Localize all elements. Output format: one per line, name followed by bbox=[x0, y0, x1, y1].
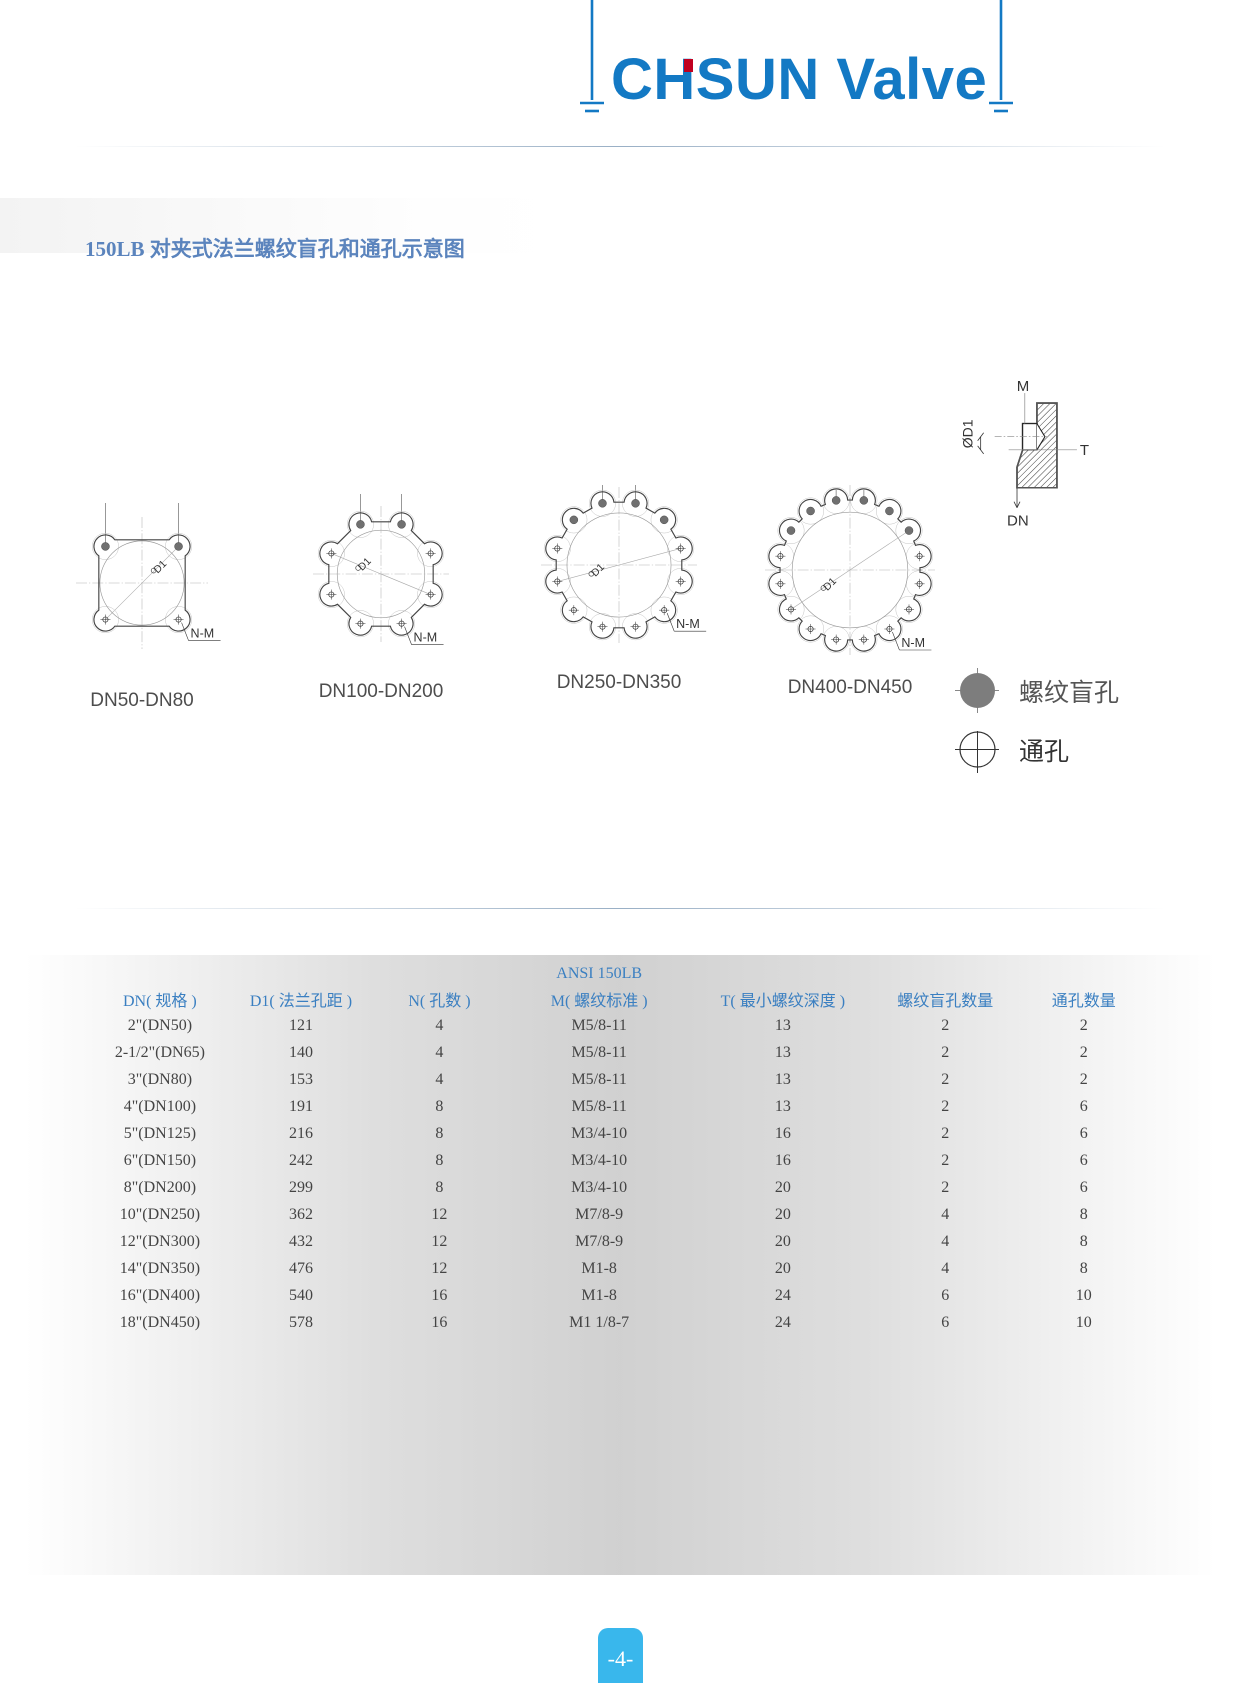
svg-text:DN100-DN200: DN100-DN200 bbox=[319, 681, 444, 702]
svg-text:DN50-DN80: DN50-DN80 bbox=[90, 690, 193, 711]
svg-text:螺纹盲孔: 螺纹盲孔 bbox=[1019, 679, 1119, 707]
svg-text:T: T bbox=[1080, 442, 1089, 459]
svg-text:通孔: 通孔 bbox=[1019, 739, 1069, 766]
svg-text:N-M: N-M bbox=[191, 627, 215, 641]
svg-text:N-M: N-M bbox=[414, 631, 438, 645]
svg-text:ØD1: ØD1 bbox=[959, 419, 975, 448]
svg-text:DN400-DN450: DN400-DN450 bbox=[788, 677, 913, 698]
svg-text:DN: DN bbox=[1007, 513, 1029, 530]
svg-text:M: M bbox=[1016, 378, 1029, 395]
svg-text:N-M: N-M bbox=[676, 617, 700, 631]
svg-text:DN250-DN350: DN250-DN350 bbox=[557, 672, 682, 693]
svg-text:N-M: N-M bbox=[901, 636, 925, 650]
